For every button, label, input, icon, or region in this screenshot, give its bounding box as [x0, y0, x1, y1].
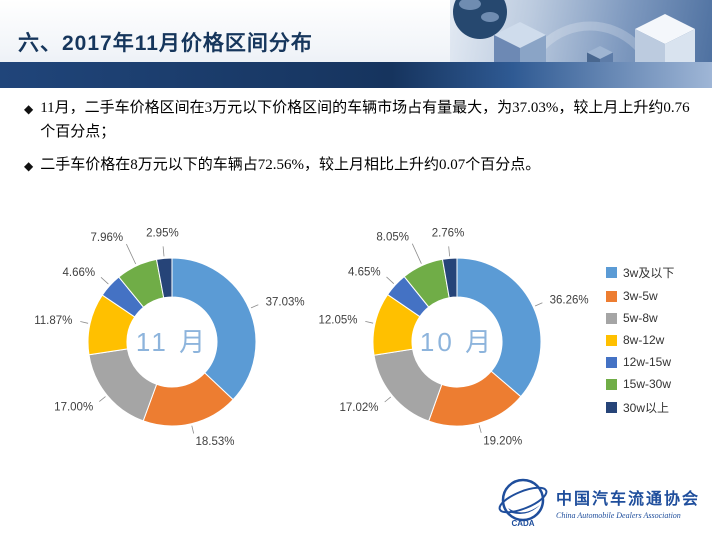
label-leader-line [126, 243, 137, 265]
slice-label: 19.20% [483, 436, 522, 448]
logo-text: 中国汽车流通协会 China Automobile Dealers Associ… [556, 485, 700, 520]
legend-item: 3w及以下 [606, 264, 674, 281]
slide-header: 六、2017年11月价格区间分布 [0, 0, 712, 163]
slice-label: 8.05% [376, 231, 409, 243]
legend-swatch [606, 290, 617, 302]
legend-item: 15w-30w [606, 377, 674, 391]
label-leader-line [80, 321, 89, 324]
donut-slice-30w以上 [441, 257, 458, 299]
donut-chart-october: 36.26% 19.20% 17.02% 12.05% 4.65% 8.05% 2.76% 1… [318, 227, 589, 448]
chart-legend: 3w及以下 3w-5w 5w-8w 8w-12w 12w-15w 15w-30w 30w以上 [606, 264, 674, 424]
slice-label: 36.26% [550, 294, 589, 306]
slice-label: 2.95% [146, 227, 179, 239]
label-leader-line [384, 396, 392, 403]
label-leader-line [411, 243, 422, 264]
label-leader-line [191, 425, 195, 434]
legend-item: 3w-5w [606, 289, 674, 303]
association-name-en: China Automobile Dealers Association [555, 510, 681, 520]
label-leader-line [386, 276, 395, 284]
header-band [0, 62, 712, 88]
bullet-text: 二手车价格在8万元以下的车辆占72.56%，较上月相比上升约0.07个百分点。 [40, 157, 541, 173]
legend-item: 12w-15w [606, 355, 674, 369]
legend-label: 3w及以下 [623, 266, 675, 280]
donut-slice-30w以上 [155, 257, 173, 299]
slice-label: 4.66% [62, 267, 95, 279]
legend-swatch [606, 378, 617, 390]
bullet-list: ◆ 11月，二手车价格区间在3万元以下价格区间的车辆市场占有量最大，为37.03… [24, 96, 692, 186]
association-logo: CADA 中国汽车流通协会 China Automobile Dealers A… [498, 475, 700, 529]
diamond-bullet-icon: ◆ [24, 102, 34, 116]
slice-label: 2.76% [432, 227, 465, 239]
legend-label: 15w-30w [623, 377, 672, 391]
legend-label: 5w-8w [623, 311, 658, 325]
legend-label: 3w-5w [623, 289, 658, 303]
donut-center-label: 10 月 [420, 327, 494, 357]
slice-label: 11.87% [34, 315, 72, 327]
donut-chart-november: 37.03% 18.53% 17.00% 11.87% 4.66% 7.96% 2.95% 1… [34, 227, 305, 448]
slice-label: 17.02% [339, 402, 378, 414]
slice-label: 12.05% [318, 315, 357, 327]
slice-label: 17.00% [54, 402, 93, 414]
diamond-bullet-icon: ◆ [24, 159, 34, 173]
slice-label: 4.65% [348, 267, 381, 279]
cada-emblem-icon: CADA [498, 478, 548, 528]
label-leader-line [162, 246, 165, 257]
legend-label: 30w以上 [623, 401, 670, 415]
legend-swatch [606, 312, 617, 324]
slice-label: 37.03% [266, 297, 305, 309]
label-leader-line [100, 277, 109, 285]
bullet-text: 11月，二手车价格区间在3万元以下价格区间的车辆市场占有量最大，为37.03%，… [40, 100, 690, 140]
cada-acronym: CADA [511, 519, 534, 528]
legend-swatch [606, 334, 617, 346]
donut-slice-3w及以下 [171, 257, 257, 401]
association-name-cn: 中国汽车流通协会 [555, 490, 700, 508]
legend-label: 8w-12w [623, 333, 665, 347]
donut-slice-3w及以下 [456, 257, 542, 398]
label-leader-line [534, 302, 543, 307]
label-leader-line [448, 246, 450, 257]
bullet-item: ◆ 二手车价格在8万元以下的车辆占72.56%，较上月相比上升约0.07个百分点… [24, 153, 692, 177]
page-title: 六、2017年11月价格区间分布 [18, 32, 313, 55]
charts-row: 37.03% 18.53% 17.00% 11.87% 4.66% 7.96% 2.95% 1… [30, 222, 674, 467]
legend-label: 12w-15w [623, 355, 672, 369]
slice-label: 18.53% [196, 436, 235, 448]
slice-label: 7.96% [90, 232, 123, 244]
label-leader-line [478, 424, 482, 433]
legend-item: 30w以上 [606, 399, 674, 416]
label-leader-line [99, 396, 106, 402]
legend-item: 5w-8w [606, 311, 674, 325]
legend-swatch [606, 356, 617, 368]
legend-item: 8w-12w [606, 333, 674, 347]
legend-swatch [606, 267, 617, 278]
donut-slice-5w-8w [373, 348, 443, 422]
donut-slice-5w-8w [88, 348, 158, 422]
label-leader-line [365, 321, 374, 324]
label-leader-line [250, 304, 259, 309]
legend-swatch [606, 402, 617, 413]
donut-center-label: 11 月 [136, 327, 208, 357]
bullet-item: ◆ 11月，二手车价格区间在3万元以下价格区间的车辆市场占有量最大，为37.03… [24, 96, 692, 144]
